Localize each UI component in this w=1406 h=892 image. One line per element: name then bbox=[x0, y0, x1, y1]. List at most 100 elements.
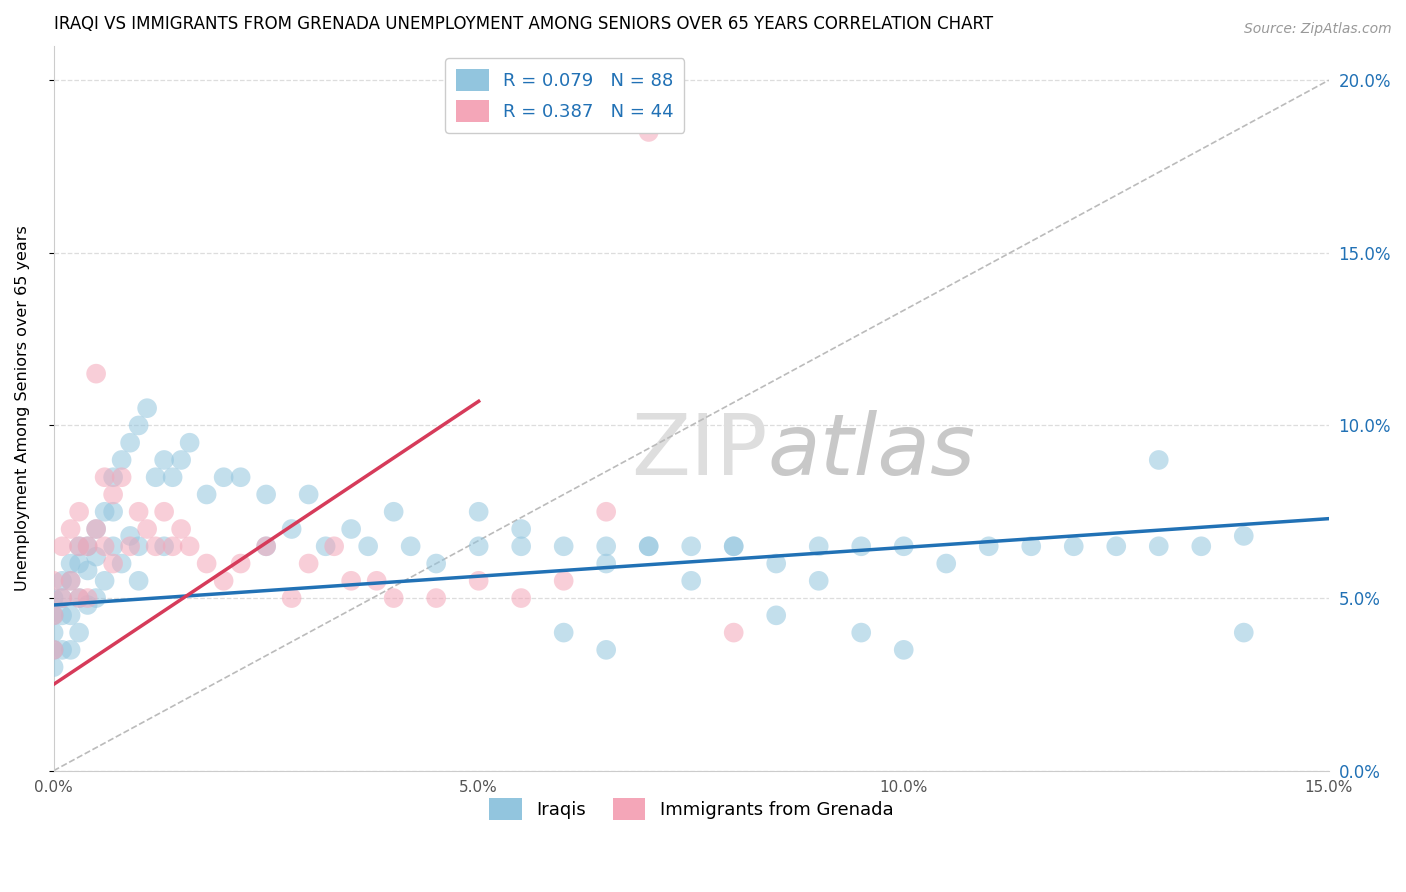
Point bbox=[59, 522, 82, 536]
Point bbox=[340, 522, 363, 536]
Text: atlas: atlas bbox=[768, 410, 976, 493]
Point bbox=[84, 549, 107, 564]
Point bbox=[153, 539, 176, 553]
Point bbox=[128, 574, 150, 588]
Point bbox=[425, 557, 447, 571]
Point bbox=[170, 453, 193, 467]
Point bbox=[93, 470, 115, 484]
Point bbox=[723, 625, 745, 640]
Point bbox=[67, 591, 90, 605]
Point bbox=[280, 591, 302, 605]
Point bbox=[765, 557, 787, 571]
Point bbox=[59, 574, 82, 588]
Point bbox=[59, 574, 82, 588]
Point bbox=[366, 574, 388, 588]
Point bbox=[51, 591, 73, 605]
Point bbox=[382, 591, 405, 605]
Text: ZIP: ZIP bbox=[631, 410, 768, 493]
Point bbox=[153, 505, 176, 519]
Point bbox=[807, 574, 830, 588]
Point bbox=[136, 401, 159, 416]
Point bbox=[42, 591, 65, 605]
Point bbox=[229, 470, 252, 484]
Point bbox=[67, 625, 90, 640]
Point bbox=[128, 539, 150, 553]
Point bbox=[323, 539, 346, 553]
Point bbox=[425, 591, 447, 605]
Point bbox=[893, 539, 915, 553]
Point bbox=[67, 539, 90, 553]
Point bbox=[128, 418, 150, 433]
Point bbox=[637, 539, 659, 553]
Point bbox=[467, 574, 489, 588]
Point bbox=[42, 643, 65, 657]
Point bbox=[807, 539, 830, 553]
Point bbox=[67, 505, 90, 519]
Point bbox=[101, 505, 124, 519]
Point bbox=[1147, 453, 1170, 467]
Point bbox=[298, 487, 321, 501]
Point bbox=[111, 557, 134, 571]
Point bbox=[1189, 539, 1212, 553]
Point bbox=[723, 539, 745, 553]
Point bbox=[76, 539, 98, 553]
Point bbox=[51, 574, 73, 588]
Point bbox=[101, 557, 124, 571]
Point bbox=[467, 505, 489, 519]
Text: IRAQI VS IMMIGRANTS FROM GRENADA UNEMPLOYMENT AMONG SENIORS OVER 65 YEARS CORREL: IRAQI VS IMMIGRANTS FROM GRENADA UNEMPLO… bbox=[53, 15, 993, 33]
Legend: Iraqis, Immigrants from Grenada: Iraqis, Immigrants from Grenada bbox=[482, 790, 901, 827]
Point bbox=[229, 557, 252, 571]
Point bbox=[637, 539, 659, 553]
Point bbox=[76, 591, 98, 605]
Point bbox=[280, 522, 302, 536]
Point bbox=[212, 574, 235, 588]
Point bbox=[101, 487, 124, 501]
Point bbox=[553, 625, 575, 640]
Point bbox=[42, 660, 65, 674]
Point bbox=[851, 625, 873, 640]
Point bbox=[84, 522, 107, 536]
Point bbox=[51, 608, 73, 623]
Point bbox=[553, 574, 575, 588]
Point bbox=[42, 574, 65, 588]
Point bbox=[1105, 539, 1128, 553]
Point bbox=[101, 539, 124, 553]
Point bbox=[195, 487, 218, 501]
Point bbox=[1019, 539, 1042, 553]
Point bbox=[76, 598, 98, 612]
Point bbox=[67, 557, 90, 571]
Point bbox=[120, 539, 142, 553]
Point bbox=[1233, 625, 1256, 640]
Point bbox=[254, 487, 277, 501]
Point bbox=[42, 643, 65, 657]
Point bbox=[254, 539, 277, 553]
Point bbox=[93, 539, 115, 553]
Point bbox=[111, 453, 134, 467]
Point bbox=[59, 557, 82, 571]
Point bbox=[162, 539, 184, 553]
Point bbox=[93, 505, 115, 519]
Point bbox=[84, 591, 107, 605]
Point bbox=[145, 470, 167, 484]
Point bbox=[340, 574, 363, 588]
Point bbox=[681, 539, 703, 553]
Point bbox=[893, 643, 915, 657]
Point bbox=[51, 591, 73, 605]
Point bbox=[510, 591, 533, 605]
Point bbox=[111, 470, 134, 484]
Point bbox=[1233, 529, 1256, 543]
Point bbox=[357, 539, 380, 553]
Point bbox=[510, 539, 533, 553]
Point bbox=[595, 505, 617, 519]
Point bbox=[51, 539, 73, 553]
Point bbox=[1063, 539, 1085, 553]
Point bbox=[595, 643, 617, 657]
Point bbox=[128, 505, 150, 519]
Point bbox=[59, 643, 82, 657]
Point bbox=[195, 557, 218, 571]
Point bbox=[59, 608, 82, 623]
Point bbox=[851, 539, 873, 553]
Point bbox=[1147, 539, 1170, 553]
Point bbox=[67, 591, 90, 605]
Point bbox=[315, 539, 337, 553]
